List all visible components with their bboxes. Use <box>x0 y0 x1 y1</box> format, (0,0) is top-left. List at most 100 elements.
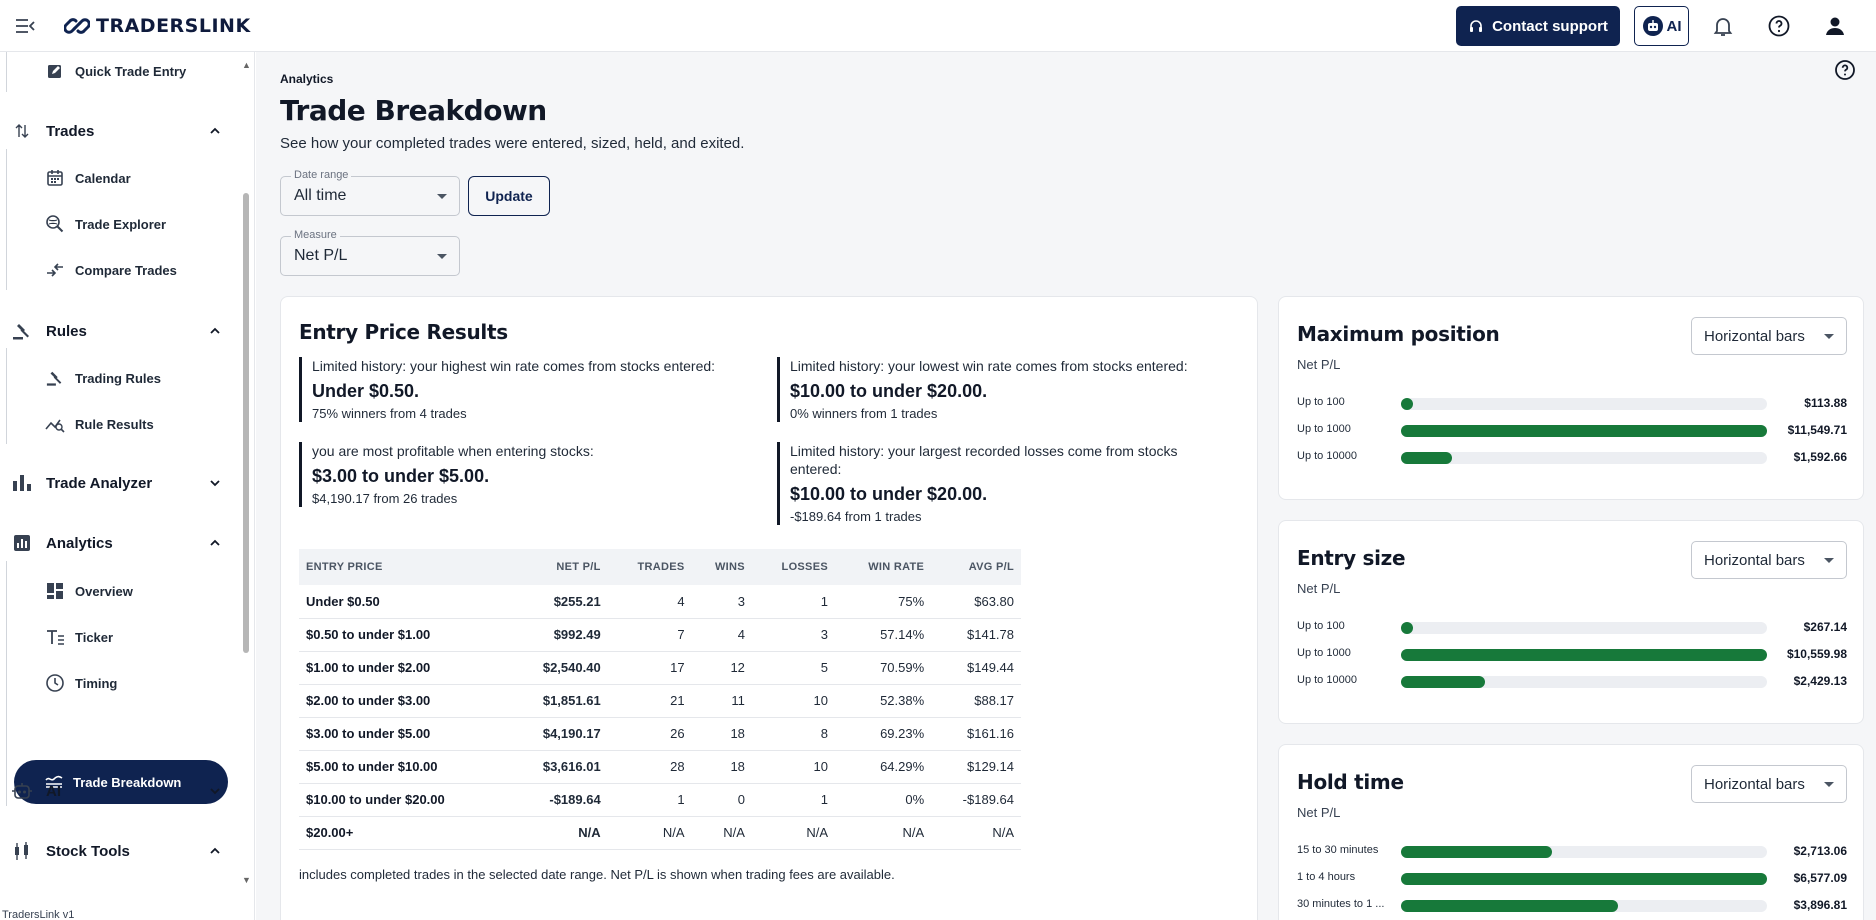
sidebar-item-ticker[interactable]: Ticker <box>45 622 113 652</box>
table-cell-rate: 75% <box>834 585 932 619</box>
scrollbar-thumb[interactable] <box>243 193 249 653</box>
sidebar-section-stock-tools[interactable]: Stock Tools <box>12 836 222 866</box>
card-title: Maximum position <box>1297 322 1500 346</box>
gavel-icon <box>12 321 32 341</box>
date-range-select[interactable]: Date range All time <box>280 169 460 216</box>
sidebar-item-label: Trade Explorer <box>75 216 167 232</box>
group-line <box>6 52 7 92</box>
table-cell-wins: 3 <box>691 585 752 619</box>
chart-type-select[interactable]: Horizontal bars <box>1691 317 1847 355</box>
chevron-up-icon <box>210 847 220 854</box>
sidebar-section-trades[interactable]: Trades <box>12 116 222 146</box>
bar-label: 1 to 4 hours <box>1297 871 1356 883</box>
robot-icon <box>12 781 32 801</box>
bell-icon[interactable] <box>1711 14 1735 38</box>
logo[interactable]: TRADERSLINK <box>64 13 251 39</box>
chart-type-select[interactable]: Horizontal bars <box>1691 765 1847 803</box>
app-version: TradersLink v1 <box>2 909 75 920</box>
bar-fill <box>1401 846 1552 858</box>
help-icon[interactable] <box>1767 14 1791 38</box>
bar-row: Up to 1000 $10,559.98 <box>1297 646 1847 662</box>
ai-button[interactable]: AI <box>1634 6 1689 46</box>
column-header[interactable]: NET P/L <box>508 549 608 585</box>
bar-row: 15 to 30 minutes $2,713.06 <box>1297 843 1847 859</box>
update-button[interactable]: Update <box>468 176 550 216</box>
contact-support-button[interactable]: Contact support <box>1456 6 1620 46</box>
table-cell-range: $1.00 to under $2.00 <box>299 651 509 685</box>
help-icon[interactable] <box>1834 59 1856 81</box>
logo-text: TRADERSLINK <box>96 15 251 37</box>
column-header[interactable]: WINS <box>691 549 752 585</box>
collapse-menu-icon[interactable] <box>14 15 36 37</box>
bar-value: $10,559.98 <box>1786 647 1847 661</box>
sidebar-item-trade-breakdown[interactable]: Trade Breakdown <box>14 760 228 804</box>
table-cell-net: $4,190.17 <box>508 717 608 751</box>
sidebar-section-label: Rules <box>46 322 87 340</box>
sidebar-item-label: Trading Rules <box>75 370 161 386</box>
sidebar-section-label: Trades <box>46 122 95 140</box>
table-cell-wins: 18 <box>691 717 752 751</box>
table-footnote: includes completed trades in the selecte… <box>299 867 895 882</box>
sidebar-item-label: Calendar <box>75 170 131 186</box>
chart-type-select[interactable]: Horizontal bars <box>1691 541 1847 579</box>
column-header[interactable]: WIN RATE <box>834 549 932 585</box>
bar-label: Up to 100 <box>1297 620 1345 632</box>
table-cell-rate: 52.38% <box>834 684 932 718</box>
sidebar-item-trading-rules[interactable]: Trading Rules <box>45 363 161 393</box>
measure-label: Measure <box>291 229 340 241</box>
chart-type-value: Horizontal bars <box>1704 776 1805 793</box>
bar-value: $3,896.81 <box>1793 898 1847 912</box>
table-cell-trades: 21 <box>607 684 692 718</box>
card-subtitle: Net P/L <box>1297 357 1341 372</box>
sidebar-item-label: Rule Results <box>75 416 154 432</box>
sidebar-item-quick-trade-entry[interactable]: Quick Trade Entry <box>45 56 186 86</box>
table-cell-trades: 4 <box>607 585 692 619</box>
sidebar-section-rules[interactable]: Rules <box>12 316 222 346</box>
bar-label: 15 to 30 minutes <box>1297 844 1379 856</box>
sidebar-item-rule-results[interactable]: Rule Results <box>45 409 154 439</box>
table-cell-wins: 4 <box>691 618 752 652</box>
ai-label: AI <box>1666 17 1682 35</box>
table-cell-range: $10.00 to under $20.00 <box>299 783 509 817</box>
column-header[interactable]: AVG P/L <box>931 549 1021 585</box>
dropdown-caret-icon <box>1824 782 1834 787</box>
bar-row: Up to 1000 $11,549.71 <box>1297 422 1847 438</box>
bar-label: Up to 100 <box>1297 396 1345 408</box>
sidebar-item-trade-explorer[interactable]: Trade Explorer <box>45 209 166 239</box>
bar-label: Up to 10000 <box>1297 674 1357 686</box>
bar-track <box>1401 452 1767 464</box>
table-cell-range: $3.00 to under $5.00 <box>299 717 509 751</box>
bar-row: 1 to 4 hours $6,577.09 <box>1297 870 1847 886</box>
bar-fill <box>1401 398 1413 410</box>
sidebar-section-analytics[interactable]: Analytics <box>12 528 222 558</box>
sidebar-scrollbar[interactable]: ▲ ▼ <box>242 60 251 885</box>
top-bar: TRADERSLINK Contact support AI <box>0 0 1876 52</box>
page-subtitle: See how your completed trades were enter… <box>280 135 745 152</box>
sidebar-item-timing[interactable]: Timing <box>45 668 117 698</box>
bar-fill <box>1401 425 1767 437</box>
table-cell-avg: $88.17 <box>931 684 1021 718</box>
bar-fill <box>1401 900 1618 912</box>
measure-value: Net P/L <box>294 247 348 264</box>
table-cell-range: $20.00+ <box>299 816 509 850</box>
sidebar-item-overview[interactable]: Overview <box>45 576 133 606</box>
date-range-value: All time <box>294 187 347 204</box>
table-cell-trades: 7 <box>607 618 692 652</box>
sidebar-section-trade-analyzer[interactable]: Trade Analyzer <box>12 468 222 498</box>
sidebar-item-calendar[interactable]: Calendar <box>45 163 131 193</box>
sidebar-item-compare-trades[interactable]: Compare Trades <box>45 255 177 285</box>
sidebar-section-ai[interactable]: AI <box>12 776 222 806</box>
account-icon[interactable] <box>1823 14 1847 38</box>
column-header[interactable]: LOSSES <box>751 549 835 585</box>
table-cell-range: Under $0.50 <box>299 585 509 619</box>
insight-note: 0% winners from 1 trades <box>790 406 938 421</box>
scroll-up-icon[interactable]: ▲ <box>242 60 251 70</box>
candlestick-icon <box>12 841 32 861</box>
column-header[interactable]: ENTRY PRICE <box>299 549 509 585</box>
measure-select[interactable]: Measure Net P/L <box>280 229 460 276</box>
table-cell-avg: $63.80 <box>931 585 1021 619</box>
contact-support-label: Contact support <box>1492 17 1608 35</box>
column-header[interactable]: TRADES <box>607 549 692 585</box>
chart-type-value: Horizontal bars <box>1704 552 1805 569</box>
scroll-down-icon[interactable]: ▼ <box>242 875 251 885</box>
